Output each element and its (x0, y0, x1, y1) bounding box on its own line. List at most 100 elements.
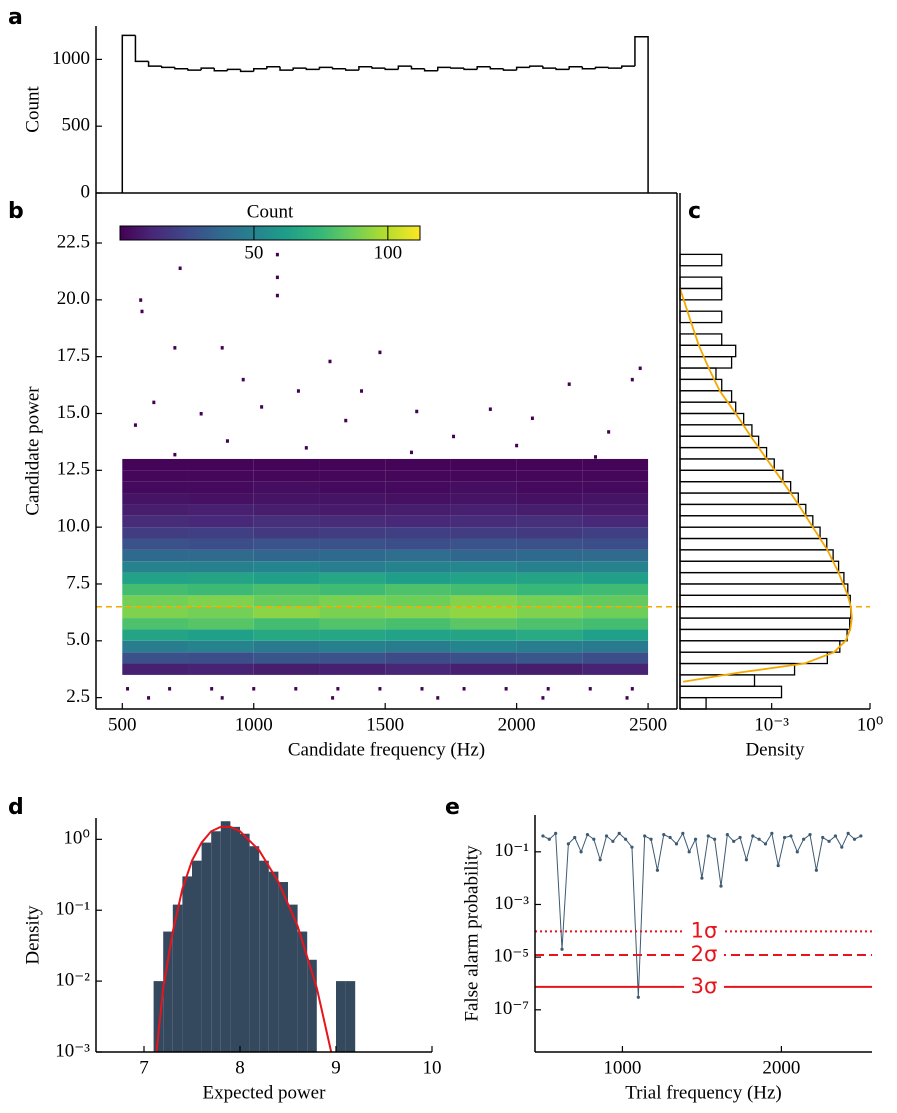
label-bg (684, 975, 724, 998)
heatmap-cell (253, 504, 320, 516)
histogram-step (634, 35, 649, 193)
heatmap-cell (188, 470, 254, 482)
point (630, 845, 634, 849)
heatmap-cell (319, 527, 386, 539)
heatmap-cell (253, 527, 320, 539)
label-bg (684, 920, 724, 943)
histogram-bin (679, 526, 821, 540)
histogram-step (371, 66, 386, 69)
heatmap-cell (122, 652, 189, 664)
heatmap-cell (319, 504, 386, 516)
heatmap-cell (188, 549, 254, 562)
histogram-bin (679, 651, 828, 665)
heatmap-cell (188, 652, 254, 664)
histogram-step (463, 68, 478, 71)
point (681, 831, 685, 836)
y-axis-label: Count (22, 86, 43, 133)
heatmap-cell (385, 663, 451, 675)
sparse-bin (625, 696, 629, 700)
y-tick-label: 500 (62, 115, 91, 136)
panel: 10⁻³ 10⁰ c Density (679, 193, 883, 760)
point (585, 833, 590, 837)
heatmap-cell (516, 618, 583, 630)
histogram-step (279, 66, 294, 71)
sparse-bin (378, 687, 382, 691)
sparse-bin (140, 309, 144, 314)
sparse-bin (225, 439, 229, 443)
point (592, 837, 596, 841)
heatmap-cell (385, 470, 451, 482)
sparse-bin (378, 350, 382, 355)
heatmap-cell (385, 504, 451, 516)
y-tick-label: 10⁻² (55, 969, 90, 990)
point (611, 839, 615, 843)
histogram-bin (679, 253, 723, 267)
heatmap-cell (253, 493, 320, 505)
point (814, 868, 818, 872)
heatmap-cell (122, 458, 189, 471)
heatmap-cell (450, 595, 517, 607)
point (732, 839, 736, 843)
point (700, 876, 704, 880)
histogram-step (200, 67, 215, 71)
heatmap-cell (122, 663, 189, 675)
sparse-bin (504, 687, 508, 691)
heatmap-cell (582, 652, 649, 664)
heatmap-cell (582, 538, 649, 550)
histogram-bin (679, 583, 849, 596)
panel-label: a (8, 5, 23, 30)
heatmap-cell (253, 561, 320, 573)
x-tick-label: 7 (139, 1057, 149, 1078)
histogram-bin (679, 344, 737, 358)
histogram-bin (679, 606, 852, 619)
point (751, 834, 755, 838)
heatmap-cell (385, 561, 451, 573)
y-axis-label: False alarm probability (461, 845, 482, 1022)
y-tick-label: 10⁻¹ (494, 840, 529, 861)
sparse-bin (294, 687, 298, 691)
histogram-bar (230, 826, 240, 1052)
histogram-step (331, 67, 346, 70)
y-tick-label: 15.0 (57, 402, 90, 423)
point (770, 831, 774, 836)
histogram-step (607, 67, 622, 69)
heatmap-cell (582, 527, 649, 539)
heatmap-cell (253, 458, 320, 471)
histogram-bin (679, 469, 784, 483)
histogram-step (410, 66, 425, 70)
point (763, 842, 768, 846)
histogram-step (226, 68, 241, 71)
histogram-bin (679, 594, 851, 608)
sparse-bin (530, 416, 534, 421)
x-tick-label: 2000 (762, 1057, 800, 1078)
panel: Count 50 100 2.5 5.0 7.5 10.0 12.5 15.0 17.5 20.0 2… (8, 193, 870, 760)
y-tick-label: 10⁻⁵ (493, 946, 529, 967)
heatmap-cell (122, 640, 189, 653)
sparse-bin (420, 687, 424, 691)
histogram-step (555, 68, 570, 71)
histogram-bin (679, 276, 723, 290)
sparse-bin (488, 407, 492, 411)
heatmap-cell (122, 493, 189, 505)
point (789, 834, 793, 838)
histogram-bin (679, 537, 828, 551)
heatmap-cell (385, 583, 451, 596)
sparse-bin (331, 696, 335, 700)
heatmap-cell (253, 629, 320, 641)
sparse-bin (199, 411, 203, 416)
point (782, 835, 787, 840)
histogram-bar (268, 871, 279, 1052)
sparse-bin (360, 389, 364, 393)
heatmap-cell (385, 640, 451, 653)
heatmap-cell (516, 561, 583, 573)
histogram-bin (679, 571, 845, 585)
heatmap-cell (582, 504, 649, 516)
y-axis-label: Candidate power (22, 386, 43, 516)
histogram-step (515, 66, 530, 71)
histogram-step (134, 35, 149, 63)
heatmap-cell (122, 481, 189, 494)
heatmap-cell (450, 549, 517, 562)
heatmap-cell (450, 538, 517, 550)
x-tick-label: 2500 (629, 714, 667, 735)
